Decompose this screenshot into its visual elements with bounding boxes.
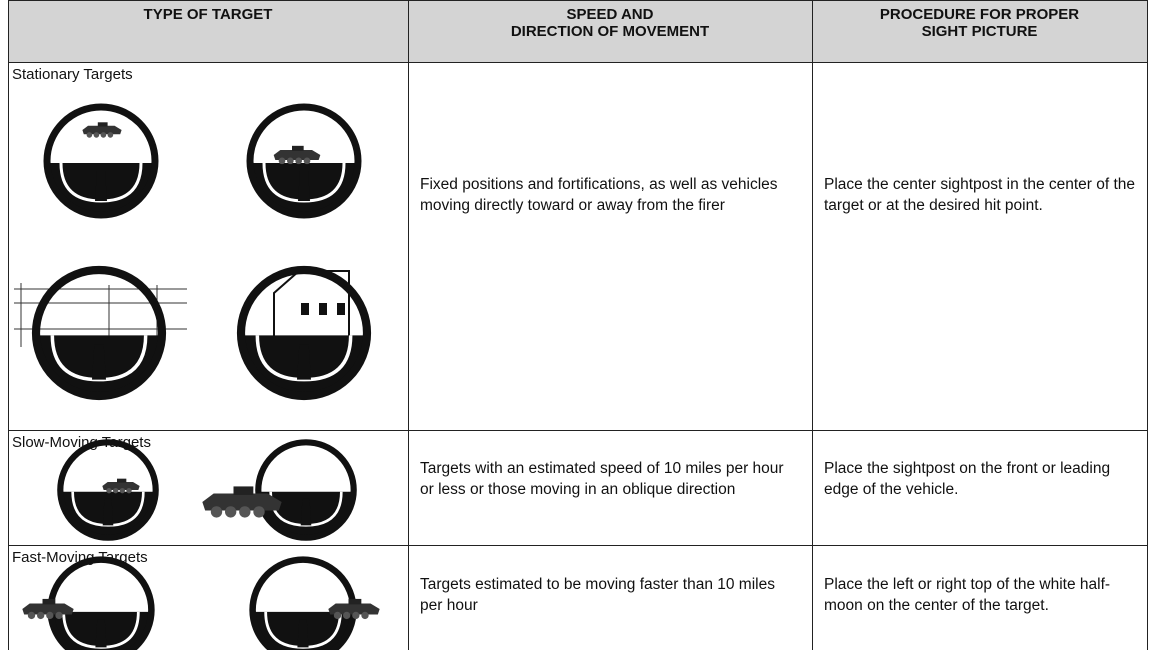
procedure-text: Place the sightpost on the front or lead…: [824, 460, 1111, 498]
column-header: SPEED AND DIRECTION OF MOVEMENT: [510, 6, 710, 40]
procedure-text: Place the center sightpost in the center…: [824, 176, 1136, 214]
row-label: Stationary Targets: [12, 66, 133, 83]
speed-text: Targets estimated to be moving faster th…: [420, 576, 775, 614]
rule: [8, 430, 1148, 431]
rule: [1147, 0, 1148, 650]
rule: [8, 0, 9, 650]
fast-illustration: [22, 546, 380, 650]
procedure-text: Place the left or right top of the white…: [824, 576, 1111, 614]
stationary-illustration: [14, 63, 407, 429]
column-header: PROCEDURE FOR PROPER SIGHT PICTURE: [879, 6, 1080, 40]
column-header: TYPE OF TARGET: [143, 6, 273, 23]
rule: [8, 545, 1148, 546]
rule: [408, 0, 409, 650]
rule: [8, 0, 1148, 1]
row-label: Slow-Moving Targets: [12, 434, 151, 451]
rule: [8, 62, 1148, 63]
slow-illustration: [9, 431, 407, 544]
speed-text: Fixed positions and fortifications, as w…: [420, 176, 778, 214]
header-background: [8, 0, 1147, 62]
speed-text: Targets with an estimated speed of 10 mi…: [420, 460, 784, 498]
rule: [812, 0, 813, 650]
